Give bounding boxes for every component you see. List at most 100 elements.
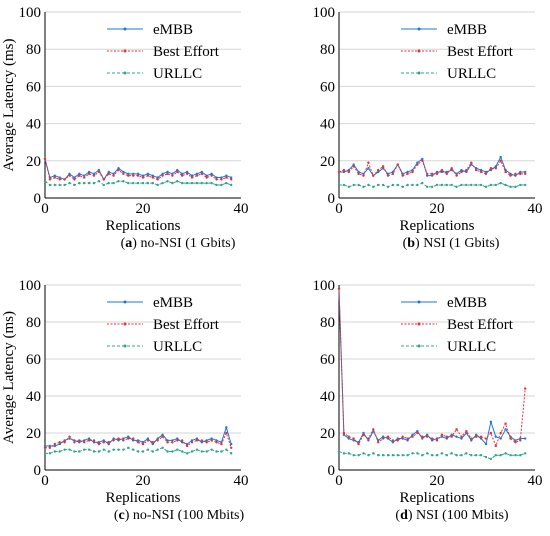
legend-label: eMBB [153,295,193,311]
data-point [48,452,52,455]
data-point [63,441,66,444]
data-point [455,428,458,431]
y-tick-label: 0 [328,463,336,479]
data-point [230,178,233,181]
data-point [372,174,375,177]
data-point [367,161,370,164]
data-point [430,454,434,457]
data-point [362,452,365,455]
data-point [161,174,164,177]
series-embb [43,425,233,448]
y-tick-label: 0 [34,463,42,479]
data-point [43,157,47,161]
data-point [117,168,120,172]
data-point [372,185,375,189]
data-point [205,441,208,444]
data-point [411,435,414,438]
caption-b-text: NSI (1 Gbits) [423,236,500,251]
data-point [519,172,522,176]
data-point [509,174,512,177]
x-tick-label: 0 [41,473,49,489]
y-tick-label: 40 [26,117,41,133]
data-point [210,174,213,177]
data-point [78,450,81,453]
data-point [475,454,478,457]
data-point [411,183,414,187]
data-point [102,183,106,187]
data-point [132,439,135,442]
data-point [391,439,395,442]
legend-marker [123,71,127,75]
legend-marker [417,49,421,53]
data-point [342,452,346,455]
data-point [225,431,228,435]
data-point [230,446,233,449]
data-point [504,452,507,455]
data-point [514,441,517,444]
data-point [195,181,199,185]
data-point [426,185,429,189]
data-point [450,452,453,455]
data-point [107,181,110,185]
data-point [112,181,115,185]
data-point [205,450,208,453]
data-point [377,441,380,444]
data-point [102,439,106,442]
data-point [342,183,346,187]
data-point [151,450,154,453]
data-point [210,437,213,440]
data-point [386,185,390,189]
data-point [421,159,424,162]
data-point [386,172,390,176]
data-point [210,172,213,176]
data-point [440,433,444,437]
data-point [465,183,468,187]
data-point [450,167,453,170]
data-point [220,176,223,179]
data-point [455,185,458,189]
data-point [524,437,527,440]
data-point [146,439,150,442]
data-point [421,157,424,161]
data-point [519,183,522,187]
data-point [58,176,61,179]
data-point [401,435,404,438]
data-point [489,431,493,435]
data-point [514,454,517,457]
data-point [524,170,527,174]
caption-b: (b) NSI (1 Gbits) [402,236,500,251]
data-point [386,174,390,177]
data-point [479,183,483,187]
data-point [63,448,66,451]
legend-marker [123,344,127,348]
data-point [127,172,130,176]
x-tick-label: 40 [528,473,543,489]
data-point [230,452,233,455]
data-point [220,450,223,453]
data-point [78,439,81,442]
data-point [136,172,140,176]
data-point [48,178,52,181]
data-point [68,448,71,451]
data-point [73,450,76,453]
data-point [48,444,52,448]
data-point [92,181,96,185]
data-point [146,172,150,176]
data-point [426,174,429,177]
data-point [524,183,527,187]
data-point [504,183,507,187]
data-point [357,183,360,187]
data-point [200,181,203,185]
data-point [445,454,448,457]
data-point [78,181,81,185]
data-point [406,183,409,187]
data-point [161,172,164,176]
data-point [190,450,194,453]
data-point [210,181,213,185]
data-point [514,185,517,189]
data-point [509,437,512,440]
data-point [391,170,395,174]
data-point [347,452,350,455]
data-point [166,172,169,176]
